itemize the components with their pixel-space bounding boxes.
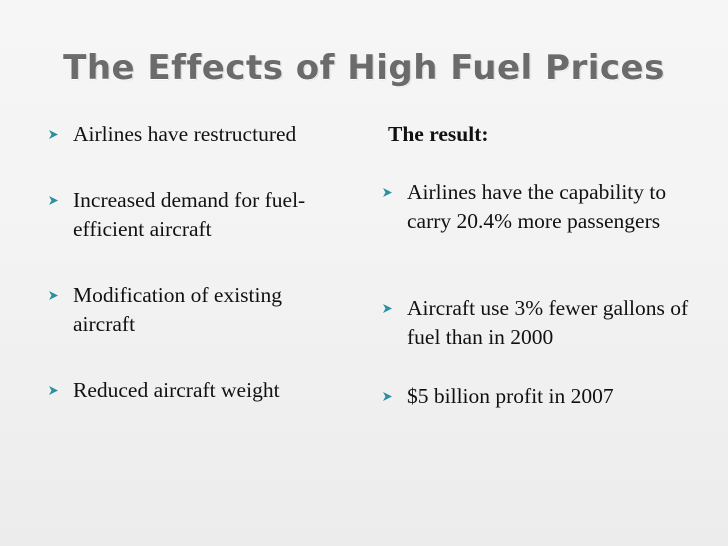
arrowhead-bullet-icon bbox=[383, 392, 392, 401]
bullet-text: Reduced aircraft weight bbox=[73, 378, 280, 402]
bullet-item: Aircraft use 3% fewer gallons of fuel th… bbox=[382, 294, 702, 352]
arrowhead-bullet-icon bbox=[49, 196, 58, 205]
bullet-text: Airlines have restructured bbox=[73, 122, 297, 146]
bullet-item: Airlines have restructured bbox=[48, 120, 348, 149]
bullet-item: $5 billion profit in 2007 bbox=[382, 382, 702, 411]
bullet-text: Aircraft use 3% fewer gallons of fuel th… bbox=[407, 296, 689, 349]
bullet-item: Increased demand for fuel-efficient airc… bbox=[48, 186, 348, 244]
bullet-item: Modification of existing aircraft bbox=[48, 281, 348, 339]
arrowhead-bullet-icon bbox=[49, 291, 58, 300]
bullet-text: Airlines have the capability to carry 20… bbox=[407, 180, 667, 233]
bullet-text: Modification of existing aircraft bbox=[73, 283, 282, 336]
result-heading: The result: bbox=[388, 122, 489, 146]
arrowhead-bullet-icon bbox=[49, 130, 58, 139]
bullet-text: $5 billion profit in 2007 bbox=[407, 384, 614, 408]
arrowhead-bullet-icon bbox=[383, 188, 392, 197]
arrowhead-bullet-icon bbox=[49, 386, 58, 395]
bullet-item: Reduced aircraft weight bbox=[48, 376, 348, 405]
bullet-text: Increased demand for fuel-efficient airc… bbox=[73, 188, 306, 241]
bullet-item: Airlines have the capability to carry 20… bbox=[382, 178, 702, 236]
arrowhead-bullet-icon bbox=[383, 304, 392, 313]
slide-title: The Effects of High Fuel Prices bbox=[63, 48, 665, 88]
